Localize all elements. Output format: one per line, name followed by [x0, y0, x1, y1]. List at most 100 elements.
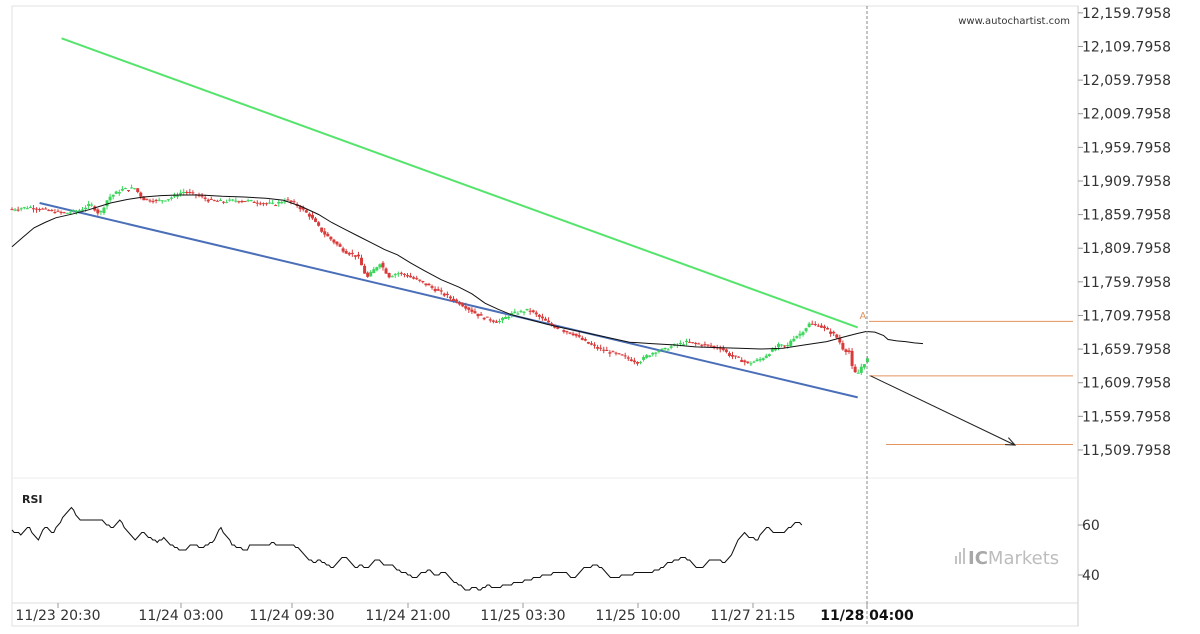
candle-body [163, 200, 167, 202]
candle-body [176, 195, 180, 197]
candle-body [25, 208, 29, 210]
candle-body [62, 212, 66, 214]
candle-body [209, 198, 213, 200]
candle-body [384, 268, 388, 274]
candle-body [258, 203, 262, 205]
candle-body [157, 199, 161, 201]
candle-body [491, 320, 495, 322]
candle-body [461, 304, 465, 307]
candle-body [292, 201, 296, 203]
candle-body [734, 355, 738, 357]
candle-body [639, 361, 643, 363]
candle-body [341, 248, 345, 252]
price-tick-label: 11,909.7958 [1082, 174, 1171, 190]
candle-body [678, 342, 682, 345]
candle-body [746, 361, 750, 363]
candle-body [301, 207, 305, 210]
candle-body [452, 298, 456, 301]
price-tick-label: 11,709.7958 [1082, 308, 1171, 324]
candle-body [813, 324, 817, 326]
bars-icon [955, 548, 965, 564]
candle-body [418, 279, 422, 281]
candle-body [240, 201, 244, 203]
time-tick-label: 11/24 09:30 [249, 608, 334, 624]
candle-body [835, 334, 839, 338]
candle-body [344, 250, 348, 254]
candle-body [378, 264, 382, 268]
candle-body [501, 317, 505, 321]
candle-body [847, 350, 851, 352]
candle-body [136, 188, 140, 193]
candle-body [688, 341, 692, 343]
candle-body [218, 200, 222, 202]
candle-body [47, 210, 51, 212]
candle-body [752, 361, 756, 363]
pattern-point-label: A [859, 311, 866, 322]
candle-body [694, 343, 698, 345]
candle-body [445, 293, 449, 296]
candle-body [427, 283, 431, 286]
candle-body [663, 347, 667, 350]
candle-body [510, 313, 514, 316]
candle-body [283, 201, 287, 203]
price-tick-label: 12,009.7958 [1082, 107, 1171, 123]
candle-body [767, 354, 771, 357]
candle-body [721, 348, 725, 351]
broker-name: Markets [988, 548, 1059, 569]
moving-average-line [11, 194, 924, 350]
candle-body [360, 257, 364, 266]
candle-body [120, 188, 124, 191]
candle-body [789, 340, 793, 346]
candle-body [310, 214, 314, 219]
candle-body [614, 352, 618, 354]
candle-body [691, 342, 695, 344]
price-tick-label: 11,759.7958 [1082, 275, 1171, 291]
lower-trendline [39, 202, 858, 399]
candle-body [810, 323, 814, 325]
projection-arrowhead [1005, 437, 1017, 446]
candle-body [565, 331, 569, 333]
plot-frame [11, 5, 1079, 627]
candle-body [65, 212, 69, 214]
candle-body [660, 348, 664, 350]
candle-body [326, 233, 330, 237]
candle-body [160, 200, 164, 202]
candle-body [832, 331, 836, 334]
candle-body [255, 202, 259, 204]
candle-body [801, 332, 805, 335]
candle-body [372, 269, 376, 274]
candle-body [703, 344, 707, 346]
candle-body [543, 318, 547, 321]
candle-body [271, 202, 275, 204]
candle-body [179, 192, 183, 195]
price-tick-label: 11,859.7958 [1082, 208, 1171, 224]
candle-body [583, 339, 587, 341]
candle-body [50, 210, 54, 212]
candle-body [571, 333, 575, 336]
candle-body [56, 210, 60, 212]
candle-body [589, 343, 593, 345]
candle-body [421, 281, 425, 283]
candle-body [476, 313, 480, 317]
candle-body [93, 206, 97, 211]
time-tick-label: 11/25 03:30 [480, 608, 565, 624]
candle-body [599, 347, 603, 349]
candle-body [188, 191, 192, 193]
candle-body [648, 355, 652, 357]
candle-body [234, 200, 238, 202]
candle-body [41, 208, 45, 210]
candle-body [81, 209, 85, 211]
candle-body [415, 278, 419, 280]
candle-body [635, 361, 639, 364]
candle-body [74, 211, 78, 213]
candle-body [274, 205, 278, 207]
candle-body [724, 349, 728, 352]
candle-body [212, 200, 216, 202]
candle-body [602, 349, 606, 351]
candle-body [669, 346, 673, 348]
candle-body [439, 290, 443, 292]
candle-body [102, 207, 106, 214]
candle-body [249, 200, 253, 202]
price-axis-ticks: 12,159.7958 12,109.7958 12,059.7958 12,009.… [1078, 6, 1171, 459]
candle-body [436, 289, 440, 291]
